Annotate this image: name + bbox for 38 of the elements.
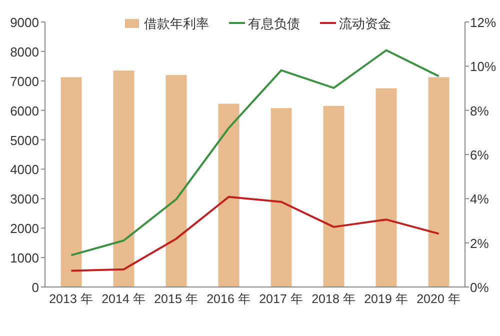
x-tick-label: 2013 年 — [49, 292, 94, 306]
bar — [428, 77, 450, 287]
line-series — [70, 49, 440, 256]
y-tick-label: 0 — [32, 280, 39, 295]
legend-label: 借款年利率 — [144, 16, 209, 31]
line-series — [70, 196, 440, 272]
y2-tick-label: 8% — [470, 103, 490, 118]
y2-tick-label: 6% — [470, 148, 490, 162]
x-tick-label: 2017 年 — [259, 292, 304, 306]
x-tick-label: 2018 年 — [312, 292, 356, 306]
x-tick-label: 2020 年 — [416, 292, 461, 306]
y2-tick-label: 0% — [470, 280, 490, 295]
y-tick-label: 4000 — [10, 162, 39, 178]
legend-label: 流动资金 — [339, 16, 391, 31]
bar — [218, 104, 240, 287]
x-tick-label: 2019 年 — [364, 292, 408, 306]
x-tick-label: 2015 年 — [154, 292, 198, 306]
y-tick-label: 5000 — [10, 132, 39, 148]
y-tick-label: 8000 — [10, 44, 39, 60]
y2-tick-label: 10% — [470, 59, 496, 74]
y2-tick-label: 2% — [470, 236, 490, 251]
bar — [113, 70, 134, 287]
y-tick-label: 2000 — [10, 221, 39, 236]
y-tick-label: 7000 — [10, 74, 39, 89]
y-tick-label: 9000 — [10, 15, 39, 30]
bar — [323, 106, 344, 287]
bar — [60, 77, 82, 287]
y2-tick-label: 12% — [470, 15, 496, 30]
bar — [166, 75, 187, 287]
bar — [270, 108, 292, 287]
y-tick-label: 1000 — [10, 250, 39, 266]
y2-tick-label: 4% — [470, 192, 490, 207]
y-tick-label: 3000 — [10, 192, 39, 207]
x-tick-label: 2014 年 — [102, 292, 146, 306]
legend-label: 有息负债 — [248, 16, 300, 31]
x-tick-label: 2016 年 — [206, 292, 251, 306]
bar — [376, 88, 397, 287]
y-tick-label: 6000 — [10, 103, 39, 118]
